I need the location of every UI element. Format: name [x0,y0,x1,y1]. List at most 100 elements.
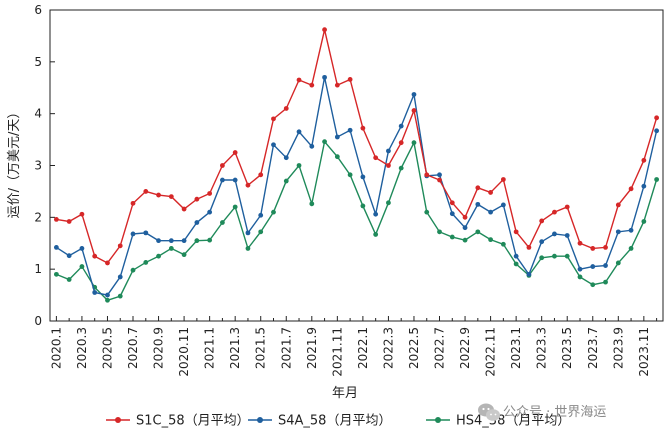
data-point [462,225,468,231]
data-point [156,238,161,244]
data-point [564,204,570,210]
data-point [424,172,430,178]
x-tick-label: 2023.9 [611,327,625,369]
data-point [66,219,72,224]
series-2 [53,139,660,303]
data-point [386,148,391,154]
wechat-icon [478,403,500,421]
data-point [603,263,608,268]
data-point [156,253,161,259]
plot-frame [49,9,664,322]
data-point [360,203,366,209]
data-point [539,255,545,261]
series-line [56,140,658,302]
data-point [232,177,238,183]
data-point [449,211,455,217]
data-point [449,234,455,240]
x-tick-label: 2022.3 [381,327,395,369]
data-point [322,139,327,145]
data-point [526,244,532,250]
x-axis-title: 年月 [332,386,358,401]
data-point [245,230,251,236]
x-tick-label: 2023.3 [535,327,549,369]
data-point [539,218,545,224]
data-point [462,237,468,243]
data-point [513,229,519,235]
data-point [296,77,302,83]
data-point [641,183,647,189]
x-axis: 2020.1 2020.3 2020.5 2020.7 2020.9 2020.11 202… [49,316,658,377]
data-point [283,106,289,111]
data-point [92,253,98,259]
legend-swatch-marker [257,417,263,423]
data-point [386,200,391,206]
x-tick-label: 2020.9 [152,327,166,369]
data-point [411,92,417,97]
data-point [168,194,174,200]
x-tick-label: 2023.1 [509,327,523,369]
data-point [411,108,417,113]
y-tick-label: 2 [34,210,42,224]
data-point [500,177,506,182]
data-point [437,177,442,183]
data-point [220,163,225,168]
data-point [615,229,621,235]
plot-border [49,9,664,322]
data-point [398,140,404,146]
legend-swatch-marker [435,417,441,423]
data-point [564,253,570,259]
data-point [181,252,187,258]
data-point [488,209,493,215]
x-tick-label: 2021.9 [305,327,319,369]
data-point [437,172,442,178]
data-point [654,128,660,134]
x-tick-label: 2021.11 [330,327,344,377]
data-point [334,82,340,88]
data-point [283,178,289,184]
data-point [79,211,85,217]
data-point [53,217,59,222]
data-point [590,264,596,269]
data-point [322,74,327,80]
data-point [53,244,59,250]
x-tick-label: 2020.5 [100,327,114,369]
data-point [513,253,519,259]
x-tick-label: 2022.1 [356,327,370,369]
data-point [488,190,493,195]
y-tick-label: 4 [34,107,42,121]
data-point [526,271,532,277]
data-point [168,246,174,251]
data-point [66,253,72,259]
x-tick-label: 2022.7 [433,327,447,369]
data-point [194,220,200,225]
data-point [105,260,110,266]
series-layer [53,27,660,303]
x-tick-label: 2020.3 [75,327,89,369]
data-point [577,240,583,246]
data-point [143,260,149,265]
x-tick-label: 2022.11 [484,327,498,377]
data-point [283,155,289,161]
x-tick-label: 2022.5 [407,327,421,369]
data-point [258,172,264,178]
data-point [539,239,545,245]
data-point [513,261,519,267]
legend-swatch-marker [115,417,121,423]
data-point [245,182,251,188]
data-point [590,246,596,251]
watermark: 公众号 · 世界海运 [478,403,606,421]
data-point [194,196,200,202]
data-point [322,27,327,33]
data-point [437,229,442,235]
legend-label: S1C_58（月平均） [136,414,250,429]
data-point [220,220,225,225]
data-point [475,229,481,235]
data-point [258,229,264,235]
data-point [373,232,379,237]
data-point [245,246,251,251]
watermark-text: 公众号 · 世界海运 [503,405,606,420]
data-point [130,231,136,237]
data-point [220,177,225,183]
